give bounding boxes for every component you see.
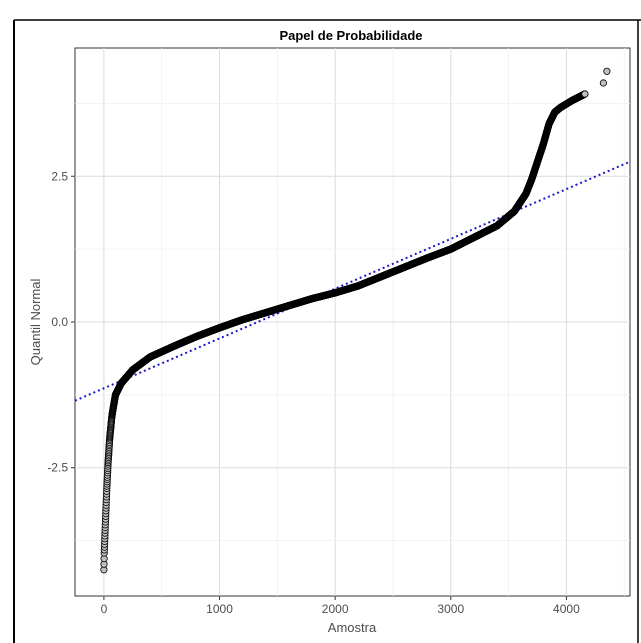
y-tick-label: 2.5 <box>51 169 68 183</box>
y-tick-label: -2.5 <box>47 461 68 475</box>
data-points-layer <box>100 67 611 574</box>
reference-line-layer <box>74 160 631 402</box>
data-point <box>603 67 611 75</box>
x-tick-label: 3000 <box>437 602 464 616</box>
y-tick-label: 0.0 <box>51 315 68 329</box>
reference-line <box>74 160 631 402</box>
data-point <box>581 90 589 98</box>
x-tick-label: 4000 <box>553 602 580 616</box>
data-point <box>599 79 608 87</box>
x-tick-label: 0 <box>101 602 108 616</box>
x-tick-label: 2000 <box>322 602 349 616</box>
x-axis-title: Amostra <box>328 620 377 635</box>
y-axis-title: Quantil Normal <box>28 279 43 366</box>
x-tick-label: 1000 <box>206 602 233 616</box>
chart-title: Papel de Probabilidade <box>279 28 422 43</box>
